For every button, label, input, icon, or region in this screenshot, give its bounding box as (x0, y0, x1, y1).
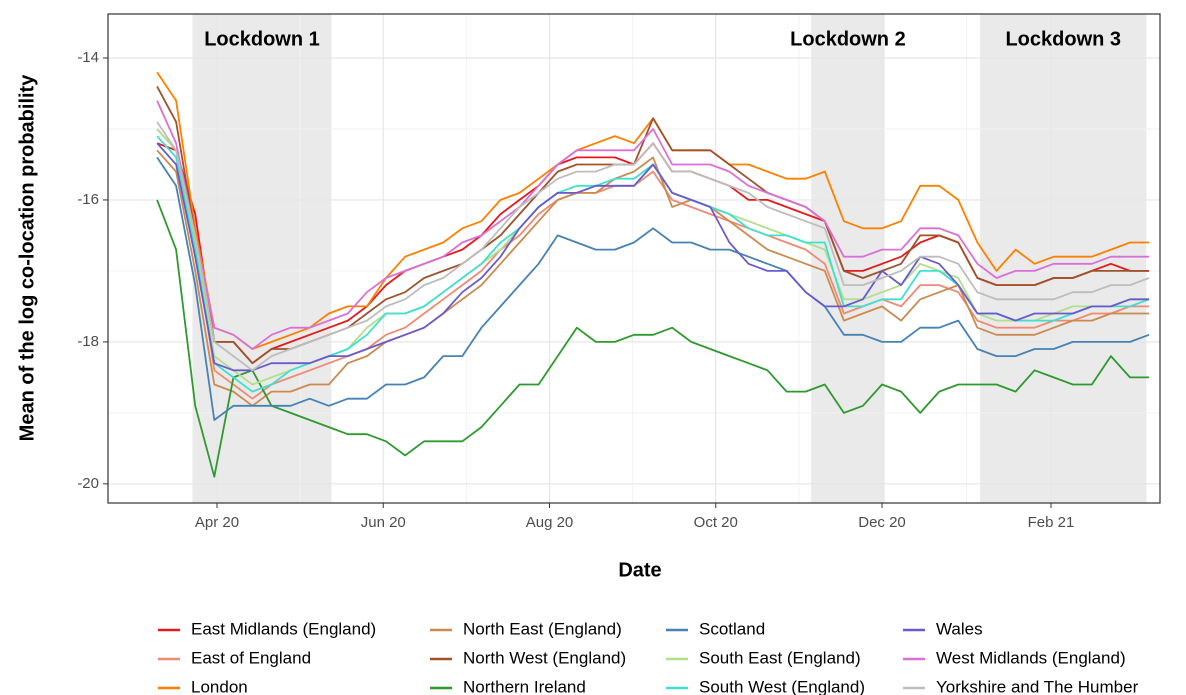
lockdown-label: Lockdown 2 (790, 28, 906, 50)
lockdown-region (811, 14, 885, 503)
lockdown-label: Lockdown 3 (1005, 28, 1121, 50)
legend-label: North West (England) (463, 648, 626, 667)
y-axis-label: Mean of the log co-location probability (16, 74, 38, 442)
x-tick-label: Jun 20 (361, 514, 406, 531)
lockdown-region (980, 14, 1147, 503)
series-line (156, 100, 1150, 350)
y-tick-label: -14 (77, 49, 99, 66)
lockdown-label: Lockdown 1 (204, 28, 320, 50)
legend-label: East Midlands (England) (191, 619, 376, 638)
x-tick-label: Dec 20 (858, 514, 906, 531)
x-tick-label: Feb 21 (1028, 514, 1075, 531)
x-tick-label: Aug 20 (526, 514, 574, 531)
series-line (156, 199, 1150, 478)
x-axis-label: Date (618, 559, 661, 581)
legend-label: Northern Ireland (463, 677, 586, 695)
plot-border (107, 13, 1161, 504)
y-tick-label: -20 (77, 475, 99, 492)
legend-label: East of England (191, 648, 311, 667)
legend-label: North East (England) (463, 619, 622, 638)
series-line (156, 149, 1150, 407)
series-line (156, 128, 1150, 400)
series-line (156, 121, 1150, 372)
legend-label: South West (England) (699, 677, 865, 695)
series-line (156, 142, 1150, 372)
legend-label: South East (England) (699, 648, 861, 667)
legend-label: Yorkshire and The Humber (936, 677, 1139, 695)
y-tick-label: -16 (77, 191, 99, 208)
legend-label: London (191, 677, 248, 695)
series-line (156, 156, 1150, 421)
legend-label: Scotland (699, 619, 765, 638)
x-tick-label: Apr 20 (195, 514, 239, 531)
legend-label: West Midlands (England) (936, 648, 1126, 667)
y-tick-label: -18 (77, 333, 99, 350)
x-tick-label: Oct 20 (694, 514, 738, 531)
legend-label: Wales (936, 619, 983, 638)
lockdown-region (192, 14, 332, 503)
